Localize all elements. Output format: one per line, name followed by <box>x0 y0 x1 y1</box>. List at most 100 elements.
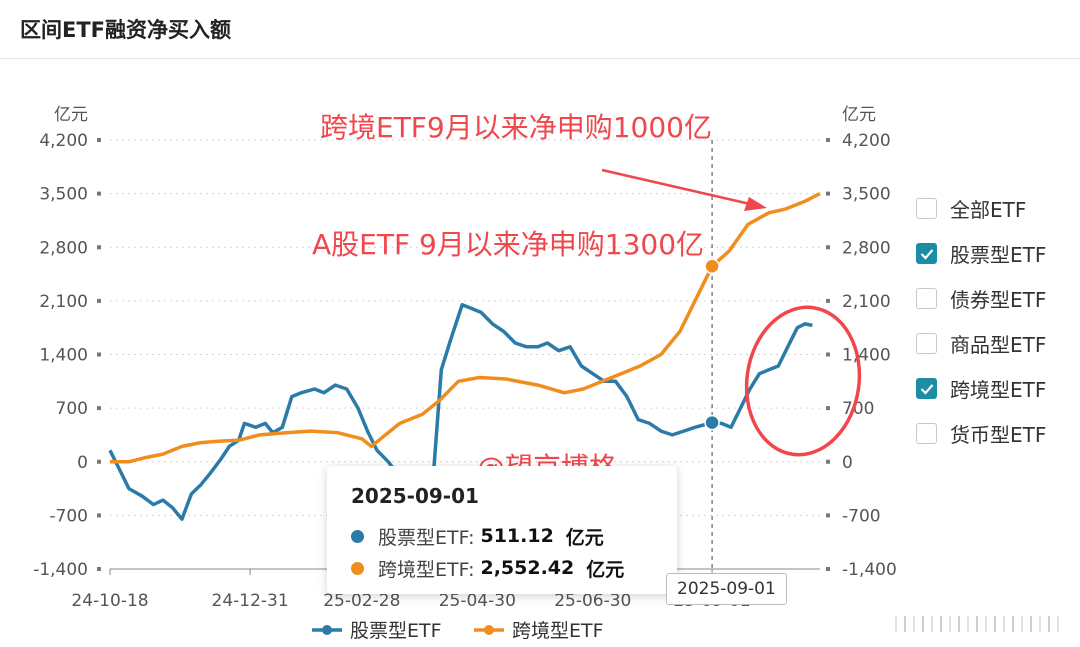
y-tick-right <box>826 191 830 196</box>
legend-item-label: 股票型ETF <box>950 243 1047 267</box>
legend-item[interactable]: 货币型ETF <box>916 411 1046 456</box>
y-tick-right <box>826 245 830 250</box>
grip-bar <box>949 616 951 632</box>
tooltip-date: 2025-09-01 <box>351 484 479 508</box>
tooltip-row-crossborder: 跨境型ETF: 2,552.42 亿元 <box>351 552 653 584</box>
grip-bar <box>985 616 987 632</box>
y-tick-left <box>97 459 101 464</box>
grip-bar <box>1021 616 1023 632</box>
checkbox[interactable] <box>916 198 937 219</box>
legend-item[interactable]: 股票型ETF <box>916 231 1046 276</box>
checkbox[interactable] <box>916 288 937 309</box>
y-axis-left: -1,400 -700 0 700 1,400 2,100 2,800 3,500 4,200 亿… <box>33 105 101 580</box>
legend-item-label: 债券型ETF <box>950 288 1047 312</box>
y-tick-left <box>97 245 101 250</box>
checkbox[interactable] <box>916 243 937 264</box>
tooltip-dot-crossborder <box>351 561 364 575</box>
legend-item-label: 全部ETF <box>950 198 1027 222</box>
y-tick-label-left: 4,200 <box>39 131 88 151</box>
grip-bar <box>1012 616 1014 632</box>
grip-bar <box>904 616 906 632</box>
y-tick-label-left: -700 <box>49 506 88 526</box>
crosshair-point <box>704 414 720 431</box>
grip-bar <box>976 616 978 632</box>
annotation-arrow <box>601 168 751 206</box>
grip-bar <box>895 616 897 632</box>
y-tick-left <box>97 406 101 411</box>
crosshair-marks <box>704 140 720 569</box>
y-tick-label-right: 1,400 <box>842 346 891 366</box>
check-icon <box>920 248 933 260</box>
y-tick-label-left: 0 <box>77 453 88 473</box>
legend-dot <box>322 625 332 635</box>
legend-item[interactable]: 全部ETF <box>916 186 1046 231</box>
y-tick-right <box>826 352 830 357</box>
x-tick-label: 24-12-31 <box>212 591 289 611</box>
grip-bar <box>940 616 942 632</box>
y-tick-label-left: 700 <box>56 399 88 419</box>
grip-bar <box>958 616 960 632</box>
tooltip-value-stock: 511.12 <box>480 525 554 547</box>
checkbox[interactable] <box>916 333 937 354</box>
legend-item-label: 货币型ETF <box>950 423 1047 447</box>
y-tick-left <box>97 298 101 303</box>
y-unit-right: 亿元 <box>842 105 876 125</box>
x-tick-label: 25-06-30 <box>554 591 631 611</box>
y-tick-right <box>826 513 830 518</box>
side-legend: 全部ETF 股票型ETF 债券型ETF 商品型ETF 跨境型ETF 货币型ETF <box>916 186 1046 456</box>
grip-bar <box>922 616 924 632</box>
x-tick-label: 24-10-18 <box>71 591 148 611</box>
y-tick-label-right: 4,200 <box>842 131 891 151</box>
tooltip-unit-stock: 亿元 <box>565 526 604 549</box>
y-tick-right <box>826 298 830 303</box>
legend-item[interactable]: 商品型ETF <box>916 321 1046 366</box>
tooltip-value-crossborder: 2,552.42 <box>480 557 575 579</box>
legend-label: 跨境型ETF <box>512 620 604 642</box>
tooltip-dot-stock <box>351 529 364 543</box>
tooltip-unit-crossborder: 亿元 <box>586 558 625 581</box>
grip-bar <box>913 616 915 632</box>
y-tick-right <box>826 567 830 571</box>
y-tick-right <box>826 406 830 411</box>
crosshair-point <box>704 258 720 274</box>
tooltip: 2025-09-01 股票型ETF: 511.12 亿元 跨境型ETF: 2,5… <box>327 466 677 594</box>
y-tick-label-right: 0 <box>842 453 853 473</box>
annotation-ashare: A股ETF 9月以来净申购1300亿 <box>312 228 704 261</box>
grip-bar <box>967 616 969 632</box>
y-tick-left <box>97 567 101 571</box>
annotation-crossborder: 跨境ETF9月以来净申购1000亿 <box>320 111 712 144</box>
grip-bar <box>1003 616 1005 632</box>
y-tick-left <box>97 191 101 196</box>
x-axis: 24-10-18 24-12-31 25-02-28 25-04-30 25-06-30… <box>71 568 820 611</box>
y-tick-right <box>826 138 830 142</box>
y-tick-label-right: 700 <box>842 399 874 419</box>
title-divider <box>0 58 1080 59</box>
zoom-slider-handle[interactable] <box>893 614 1069 634</box>
checkbox[interactable] <box>916 378 937 399</box>
y-tick-label-right: 2,800 <box>842 238 891 258</box>
tooltip-row-stock: 股票型ETF: 511.12 亿元 <box>351 520 653 552</box>
tooltip-label-crossborder: 跨境型ETF: <box>378 558 475 581</box>
grip-bar <box>994 616 996 632</box>
y-tick-label-right: 3,500 <box>842 185 891 205</box>
y-tick-label-right: -1,400 <box>842 560 897 580</box>
y-tick-right <box>826 459 830 464</box>
check-icon <box>920 383 933 395</box>
legend-item[interactable]: 跨境型ETF <box>916 366 1046 411</box>
tooltip-label-stock: 股票型ETF: <box>378 526 475 549</box>
y-tick-left <box>97 513 101 518</box>
y-unit-left: 亿元 <box>54 105 88 125</box>
legend-item-label: 跨境型ETF <box>950 378 1047 402</box>
y-tick-label-left: 1,400 <box>39 346 88 366</box>
x-tick-label: 25-04-30 <box>439 591 516 611</box>
grip-bar <box>1057 616 1059 632</box>
y-tick-label-left: -1,400 <box>33 560 88 580</box>
y-tick-left <box>97 138 101 142</box>
y-tick-label-right: 2,100 <box>842 292 891 312</box>
legend-item[interactable]: 债券型ETF <box>916 276 1046 321</box>
y-tick-label-left: 2,100 <box>39 292 88 312</box>
y-tick-label-right: -700 <box>842 506 881 526</box>
y-axis-right: -1,400 -700 0 700 1,400 2,100 2,800 3,500 4,200 亿… <box>826 105 897 580</box>
crosshair-date-badge: 2025-09-01 <box>666 573 787 605</box>
checkbox[interactable] <box>916 423 937 444</box>
